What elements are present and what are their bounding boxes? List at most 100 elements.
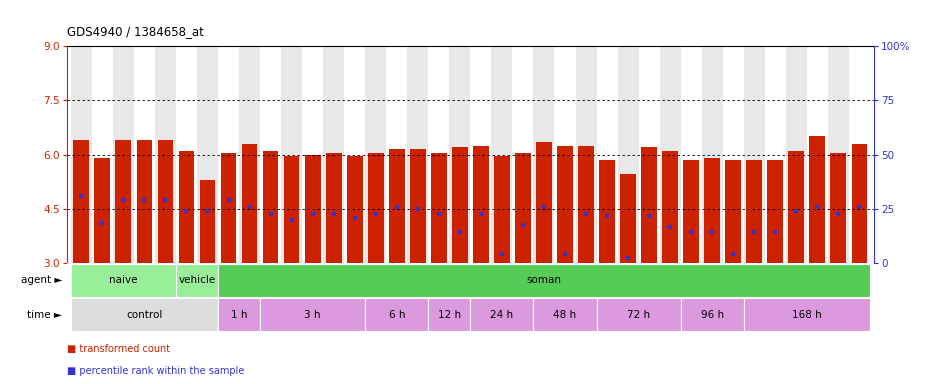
Bar <box>218 298 260 331</box>
Point <box>264 211 278 217</box>
Point <box>158 197 173 203</box>
Bar <box>641 147 657 263</box>
Bar <box>768 160 783 263</box>
Point <box>579 211 594 217</box>
Point <box>347 215 362 221</box>
Bar <box>410 149 426 263</box>
Bar <box>113 46 134 263</box>
Bar <box>263 151 278 263</box>
Point <box>242 204 257 210</box>
Point <box>74 193 89 199</box>
Point <box>200 207 215 214</box>
Bar <box>239 46 260 263</box>
Point <box>705 229 720 235</box>
Bar <box>387 46 407 263</box>
Point <box>599 213 614 219</box>
Point <box>116 197 130 203</box>
Bar <box>534 46 554 263</box>
Point <box>137 197 152 203</box>
Bar <box>302 46 323 263</box>
Bar <box>260 46 281 263</box>
Text: vehicle: vehicle <box>179 275 216 285</box>
Point <box>810 204 825 210</box>
Text: naive: naive <box>109 275 138 285</box>
Bar <box>344 46 365 263</box>
Point <box>95 220 110 226</box>
Bar <box>534 298 597 331</box>
Point <box>431 211 446 217</box>
Bar <box>154 46 176 263</box>
Bar <box>71 264 176 297</box>
Point <box>474 211 488 217</box>
Text: 3 h: 3 h <box>304 310 321 320</box>
Bar <box>725 160 741 263</box>
Bar <box>347 156 363 263</box>
Bar <box>176 46 197 263</box>
Text: soman: soman <box>526 275 561 285</box>
Point <box>305 211 320 217</box>
Bar <box>431 153 447 263</box>
Point <box>684 229 698 235</box>
Bar <box>470 46 491 263</box>
Bar <box>684 160 699 263</box>
Text: 168 h: 168 h <box>792 310 821 320</box>
Bar <box>704 158 720 263</box>
Bar <box>491 46 512 263</box>
Point <box>831 211 845 217</box>
Bar <box>281 46 302 263</box>
Bar <box>807 46 828 263</box>
Bar <box>284 156 300 263</box>
Bar <box>388 149 404 263</box>
Bar <box>512 46 534 263</box>
Text: 1 h: 1 h <box>231 310 247 320</box>
Text: control: control <box>126 310 163 320</box>
Bar <box>470 298 534 331</box>
Bar <box>744 298 870 331</box>
Bar <box>849 46 870 263</box>
Bar <box>809 136 825 263</box>
Text: 12 h: 12 h <box>438 310 461 320</box>
Bar <box>620 174 636 263</box>
Point <box>179 207 194 214</box>
Bar <box>428 298 470 331</box>
Bar <box>597 46 618 263</box>
Bar <box>73 140 89 263</box>
Point <box>284 217 299 223</box>
Point <box>536 204 551 210</box>
Bar <box>92 46 113 263</box>
Bar <box>450 46 470 263</box>
Bar <box>828 46 849 263</box>
Bar <box>134 46 154 263</box>
Bar <box>831 153 846 263</box>
Bar <box>597 298 681 331</box>
Bar <box>71 46 92 263</box>
Text: GDS4940 / 1384658_at: GDS4940 / 1384658_at <box>67 25 204 38</box>
Bar <box>200 180 216 263</box>
Bar <box>681 298 744 331</box>
Bar <box>788 151 804 263</box>
Text: 96 h: 96 h <box>700 310 723 320</box>
Bar <box>702 46 722 263</box>
Bar <box>765 46 786 263</box>
Bar <box>326 153 341 263</box>
Bar <box>176 264 218 297</box>
Text: 24 h: 24 h <box>490 310 513 320</box>
Point <box>662 224 677 230</box>
Point <box>389 204 404 210</box>
Bar <box>722 46 744 263</box>
Bar <box>428 46 450 263</box>
Bar <box>578 146 594 263</box>
Bar <box>197 46 218 263</box>
Bar <box>746 160 762 263</box>
Bar <box>365 46 387 263</box>
Bar <box>494 156 510 263</box>
Point <box>621 255 635 261</box>
Bar <box>218 46 239 263</box>
Point <box>558 251 573 257</box>
Point <box>452 229 467 235</box>
Point <box>746 229 761 235</box>
Bar <box>157 140 173 263</box>
Bar <box>554 46 575 263</box>
Bar <box>260 298 365 331</box>
Bar <box>179 151 194 263</box>
